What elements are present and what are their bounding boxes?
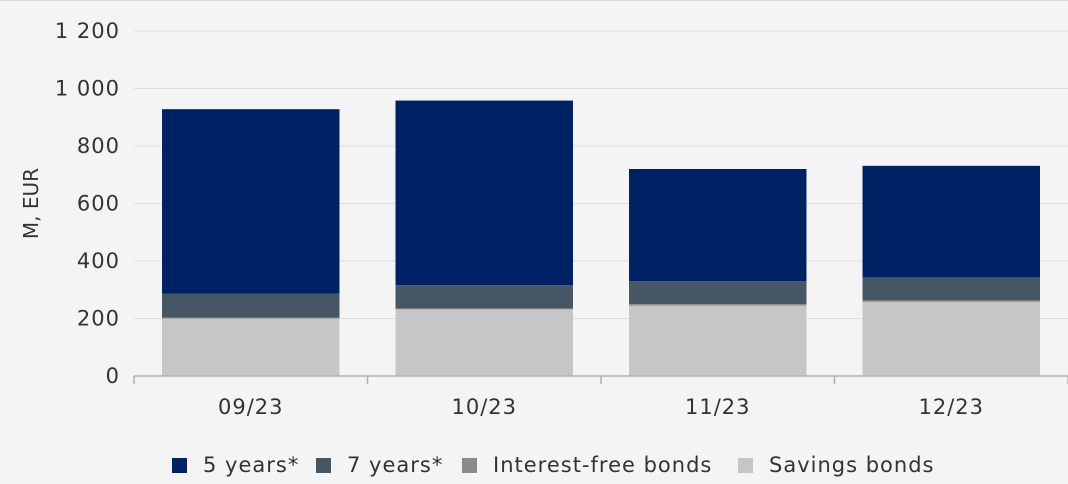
bar-segment bbox=[395, 100, 573, 286]
legend-swatch bbox=[172, 458, 187, 473]
bar-segment bbox=[629, 169, 807, 282]
bar-segment bbox=[395, 285, 573, 309]
y-tick-label: 200 bbox=[77, 307, 120, 331]
bar-segment bbox=[629, 281, 807, 305]
bar-segment bbox=[395, 309, 573, 376]
bar-segment bbox=[862, 277, 1040, 301]
y-tick-label: 1 200 bbox=[55, 19, 120, 43]
legend-label: Interest-free bonds bbox=[493, 453, 712, 477]
legend-label: Savings bonds bbox=[769, 453, 934, 477]
y-tick-label: 0 bbox=[106, 364, 120, 388]
legend-swatch bbox=[316, 458, 331, 473]
y-tick-label: 400 bbox=[77, 249, 120, 273]
y-tick-label: 600 bbox=[77, 192, 120, 216]
bar-segment bbox=[162, 317, 340, 319]
bar-segment bbox=[395, 308, 573, 310]
y-axis-title: M, EUR bbox=[19, 168, 43, 239]
bar-segment bbox=[862, 165, 1040, 278]
y-tick-label: 1 000 bbox=[55, 77, 120, 101]
x-tick-label: 10/23 bbox=[451, 395, 517, 419]
y-tick-label: 800 bbox=[77, 134, 120, 158]
bar-segment bbox=[162, 109, 340, 294]
x-tick-label: 12/23 bbox=[918, 395, 984, 419]
bar-segment bbox=[862, 301, 1040, 376]
x-tick-label: 11/23 bbox=[685, 395, 751, 419]
bar-segment bbox=[629, 304, 807, 306]
legend-swatch bbox=[462, 458, 477, 473]
legend-label: 5 years* bbox=[203, 453, 299, 477]
x-tick-label: 09/23 bbox=[218, 395, 284, 419]
legend-label: 7 years* bbox=[347, 453, 443, 477]
bar-segment bbox=[862, 300, 1040, 302]
bar-segment bbox=[629, 305, 807, 376]
legend-swatch bbox=[738, 458, 753, 473]
bar-segment bbox=[162, 318, 340, 376]
bar-segment bbox=[162, 293, 340, 318]
